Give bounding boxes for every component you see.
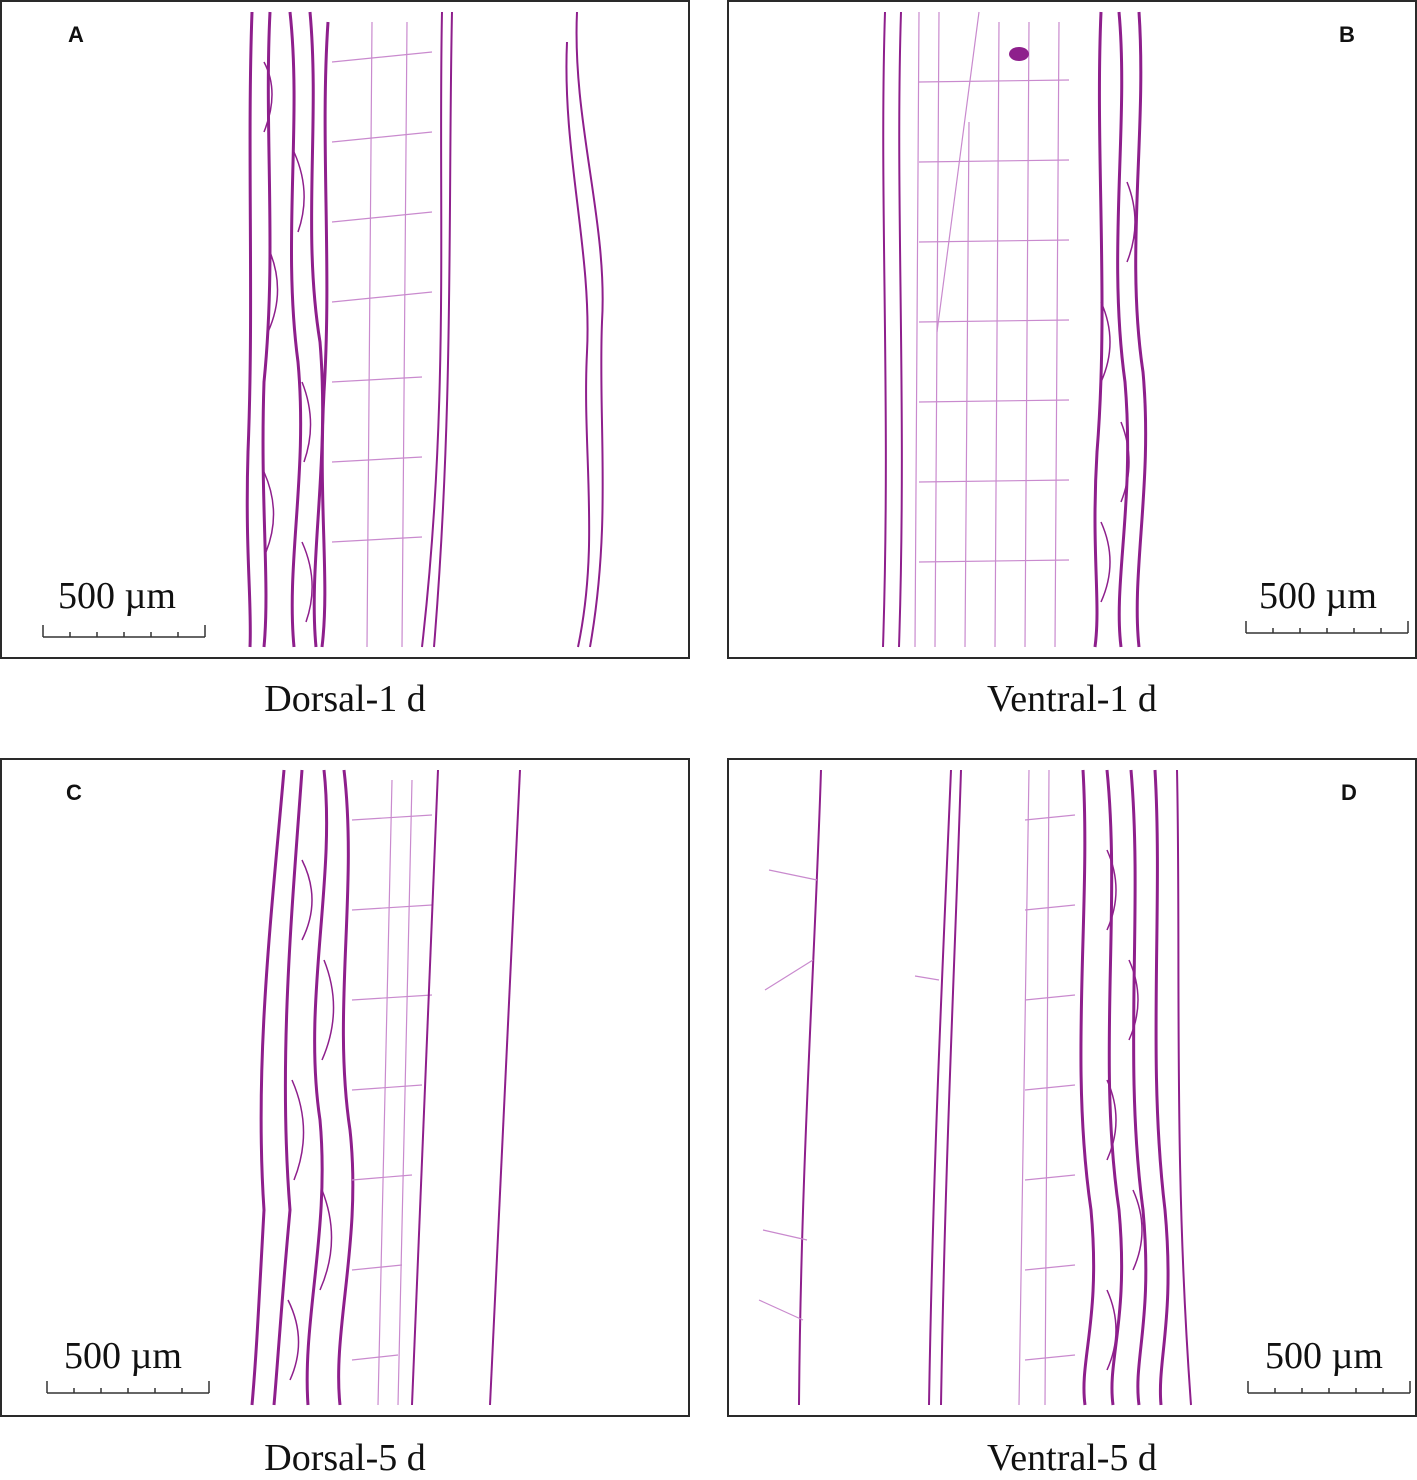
micrograph-dorsal-1d	[245, 11, 604, 648]
tissue-dense-band	[1093, 11, 1148, 648]
caption-dorsal-5d: Dorsal-5 d	[264, 1437, 426, 1479]
caption-dorsal-1d: Dorsal-1 d	[264, 678, 426, 720]
tissue-parenchyma	[1018, 769, 1076, 1406]
scale-bar	[46, 1381, 210, 1394]
micrograph-dorsal-5d	[250, 769, 521, 1406]
tissue-dense-band	[250, 769, 355, 1406]
panel-a: A 500 µm	[0, 0, 690, 659]
scale-bar-label: 500 µm	[64, 1335, 182, 1377]
panel-b: B 500 µm	[727, 0, 1417, 659]
panel-label: C	[66, 780, 82, 805]
tissue-cell-walls	[287, 859, 335, 1381]
tissue-outer-edge	[1176, 769, 1192, 1406]
tissue-epidermis	[421, 11, 604, 648]
caption-ventral-1d: Ventral-1 d	[987, 678, 1157, 720]
panel-label: D	[1341, 780, 1357, 805]
scale-bar-label: 500 µm	[1259, 575, 1377, 617]
micrograph-ventral-1d	[882, 11, 1148, 648]
scale-bar	[42, 625, 206, 638]
tissue-cell-walls	[1100, 181, 1136, 603]
panel-label: A	[68, 22, 84, 47]
tissue-parenchyma	[351, 779, 433, 1406]
scale-bar	[1247, 1381, 1411, 1394]
tissue-parenchyma	[331, 21, 433, 648]
tissue-epidermis	[882, 11, 903, 648]
tissue-epidermis	[798, 769, 962, 1406]
tissue-branches	[758, 869, 940, 1321]
panel-c: C 500 µm	[0, 758, 690, 1417]
tissue-cell-walls	[263, 61, 313, 623]
tissue-cell-walls	[1106, 849, 1143, 1371]
stain-blob	[1009, 47, 1029, 61]
tissue-dense-band	[1079, 769, 1170, 1406]
tissue-parenchyma	[914, 11, 1070, 648]
tissue-dense-band	[245, 11, 330, 648]
caption-ventral-5d: Ventral-5 d	[987, 1437, 1157, 1479]
micrograph-ventral-5d	[758, 769, 1192, 1406]
panel-d: D 500 µm	[727, 758, 1417, 1417]
scale-bar-label: 500 µm	[1265, 1335, 1383, 1377]
panel-label: B	[1339, 22, 1355, 47]
scale-bar	[1245, 621, 1409, 634]
scale-bar-label: 500 µm	[58, 575, 176, 617]
tissue-epidermis	[411, 769, 521, 1406]
